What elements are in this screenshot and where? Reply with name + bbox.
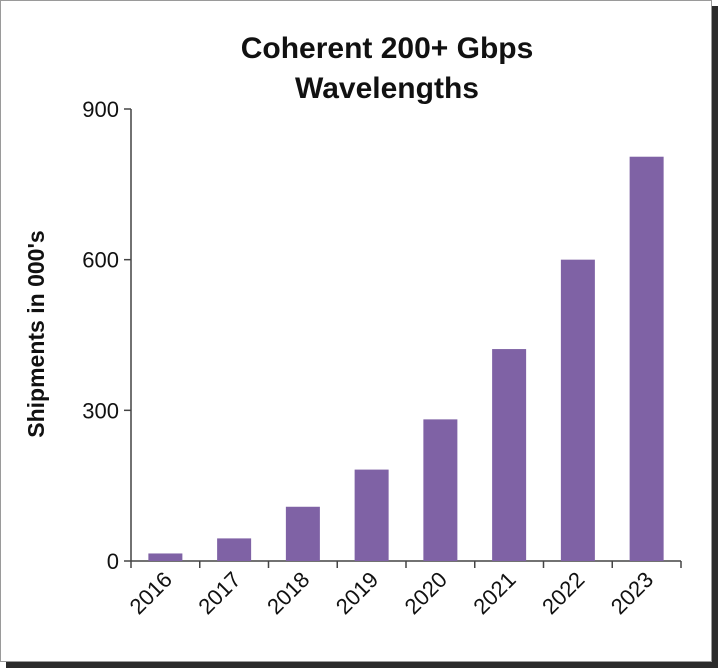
x-tick-label: 2017: [193, 567, 245, 619]
x-tick-label: 2020: [400, 567, 452, 619]
x-tick-label: 2022: [537, 567, 589, 619]
y-tick-label: 900: [82, 97, 119, 122]
bar-2018: [285, 506, 320, 561]
x-tick-label: 2021: [468, 567, 520, 619]
bar-2017: [217, 538, 252, 561]
x-tick-label: 2023: [606, 567, 658, 619]
chart-title-line-2: Wavelengths: [295, 72, 479, 105]
bar-2022: [560, 259, 595, 561]
y-tick-label: 300: [82, 398, 119, 423]
bar-2021: [492, 349, 527, 561]
x-tick-label: 2019: [331, 567, 383, 619]
bar-2023: [629, 156, 664, 561]
x-tick-label: 2018: [262, 567, 314, 619]
chart-title-line-1: Coherent 200+ Gbps: [241, 32, 534, 65]
chart-frame: Coherent 200+ Gbps Wavelengths Shipments…: [0, 0, 712, 662]
plot-area: 0 300 600 900 2016 2017 2018 2019 2020 2021 2022 20…: [82, 97, 682, 619]
bar-2020: [423, 419, 458, 561]
y-tick-label: 600: [82, 248, 119, 273]
bar-2016: [148, 553, 183, 561]
y-axis-label: Shipments in 000's: [23, 230, 49, 437]
bar-chart: Coherent 200+ Gbps Wavelengths Shipments…: [23, 32, 682, 619]
y-tick-label: 0: [107, 549, 119, 574]
x-tick-label: 2016: [125, 567, 177, 619]
bar-2019: [354, 469, 389, 561]
